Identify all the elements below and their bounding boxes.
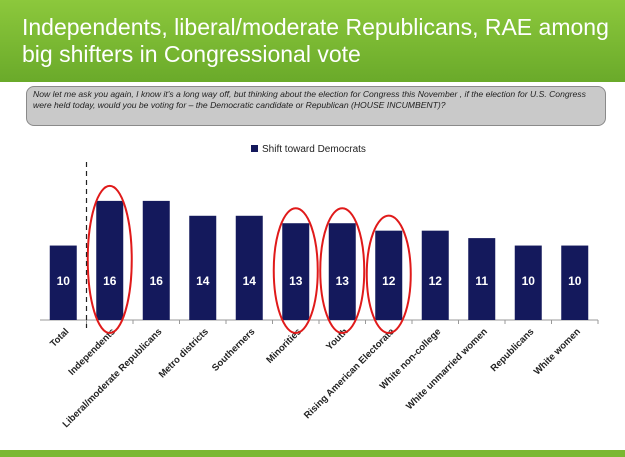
x-tick-label: Youth [324,326,350,352]
bar [421,230,449,320]
x-tick-label: Rising American Electorate [302,326,397,421]
footer-bar [0,450,625,457]
plot-area: 10 Total 16 Independents 16 Liberal/moderate … [40,162,599,430]
data-label: 16 [150,274,164,288]
highlight-circle [86,184,133,334]
x-tick-label: White women [532,326,583,377]
data-label: 13 [336,274,350,288]
bar-chart: Shift toward Democrats 10 Total 16 Independ… [40,144,599,430]
data-label: 10 [568,274,582,288]
legend-swatch [251,145,258,152]
bar [49,245,77,320]
highlight-circle [319,207,366,335]
bar [375,230,403,320]
data-label: 13 [289,274,303,288]
data-label: 14 [196,274,210,288]
x-tick-label: Southerners [210,326,257,373]
bar [142,200,170,320]
legend: Shift toward Democrats [251,144,366,155]
page-title: Independents, liberal/moderate Republica… [22,14,609,67]
bar [468,238,496,320]
bar [514,245,542,320]
title-banner: Independents, liberal/moderate Republica… [0,0,625,82]
data-label: 12 [429,274,443,288]
bar [282,223,310,320]
legend-label: Shift toward Democrats [262,144,366,155]
bar [328,223,356,320]
x-tick-label: Republicans [489,326,537,374]
data-label: 10 [522,274,536,288]
highlight-circle [365,214,412,334]
highlight-circle [272,207,319,335]
survey-question-box: Now let me ask you again, I know it's a … [26,86,606,126]
data-label: 10 [57,274,71,288]
data-label: 16 [103,274,117,288]
x-tick-label: Total [48,326,71,349]
data-label: 11 [475,274,488,288]
bar [561,245,589,320]
x-tick-label: Independents [66,326,117,377]
bar [189,215,217,320]
data-label: 12 [382,274,396,288]
x-tick-label: White unmarried women [404,326,490,412]
data-label: 14 [243,274,257,288]
x-tick-label: Metro districts [157,326,211,380]
bar [96,200,124,320]
x-tick-label: Liberal/moderate Republicans [61,326,165,430]
bar [235,215,263,320]
